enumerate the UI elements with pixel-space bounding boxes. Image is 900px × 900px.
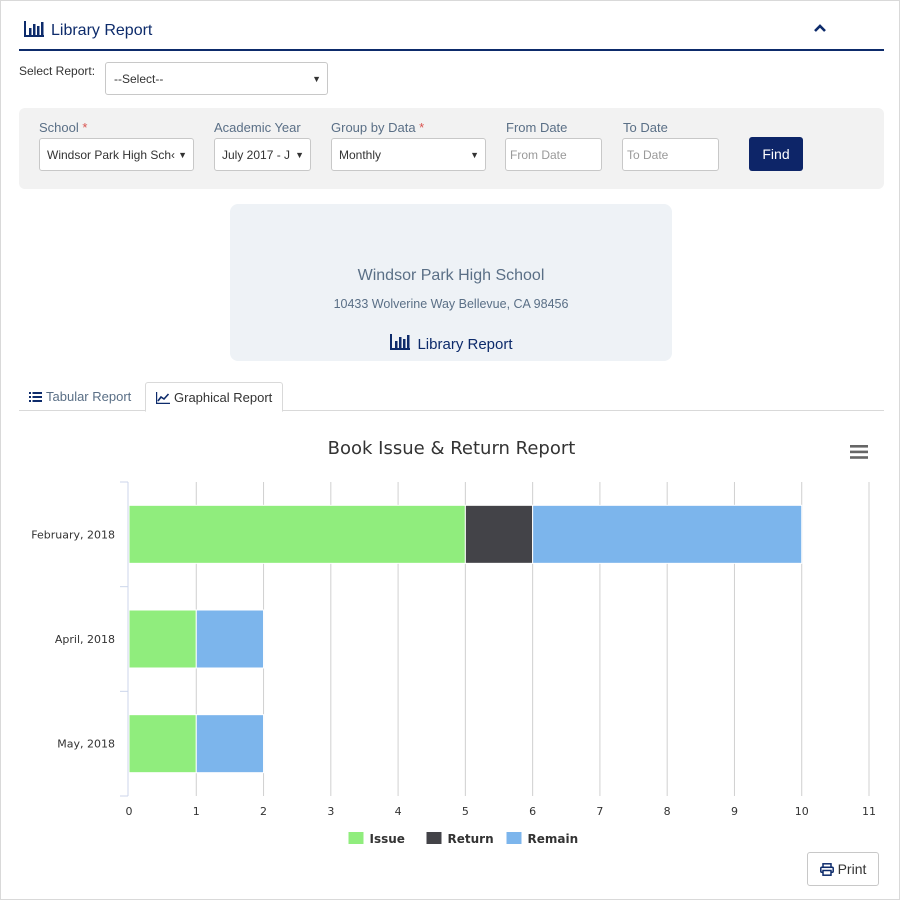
print-button[interactable]: Print xyxy=(807,852,879,886)
caret-down-icon: ▼ xyxy=(176,150,187,160)
filter-panel: School * Windsor Park High Sch‹ ▼ Academ… xyxy=(19,108,884,189)
select-report-value: --Select-- xyxy=(114,72,164,86)
legend-label: Remain xyxy=(528,832,579,846)
report-heading-label: Library Report xyxy=(417,336,513,353)
caret-down-icon: ▼ xyxy=(293,150,304,160)
x-tick-label: 1 xyxy=(193,805,200,818)
legend-swatch xyxy=(348,832,364,844)
x-tick-label: 10 xyxy=(795,805,809,818)
tab-tabular-report[interactable]: Tabular Report xyxy=(19,382,141,411)
academic-year-label: Academic Year xyxy=(214,120,301,135)
x-tick-label: 9 xyxy=(731,805,738,818)
x-tick-label: 8 xyxy=(664,805,671,818)
bar-chart-icon xyxy=(24,21,44,37)
school-address: 10433 Wolverine Way Bellevue, CA 98456 xyxy=(333,297,569,311)
legend-label: Issue xyxy=(370,832,405,846)
bar-chart: February, 2018 April, 2018 May, 2018 0 1 2 3 4 5… xyxy=(31,481,876,846)
x-tick-label: 0 xyxy=(126,805,133,818)
bar-issue xyxy=(128,609,197,669)
page-header: Library Report xyxy=(19,15,884,51)
academic-year-value: July 2017 - J xyxy=(222,148,291,162)
bar-remain xyxy=(195,714,265,774)
bar-issue xyxy=(128,504,466,564)
x-tick-label: 2 xyxy=(260,805,267,818)
tab-label: Graphical Report xyxy=(174,390,273,405)
to-date-label: To Date xyxy=(623,120,668,135)
x-tick-label: 6 xyxy=(529,805,536,818)
bar-return xyxy=(464,504,534,564)
school-select-value: Windsor Park High Sch‹ xyxy=(47,148,176,162)
category-label: February, 2018 xyxy=(31,528,115,541)
legend-swatch xyxy=(426,832,442,844)
from-date-input[interactable]: From Date xyxy=(505,138,602,171)
print-label: Print xyxy=(837,861,867,877)
to-date-input[interactable]: To Date xyxy=(622,138,719,171)
from-date-label: From Date xyxy=(506,120,568,135)
tab-graphical-report[interactable]: Graphical Report xyxy=(145,382,284,412)
chart-title: Book Issue & Return Report xyxy=(327,438,576,459)
category-label: April, 2018 xyxy=(55,633,115,646)
to-date-placeholder: To Date xyxy=(627,148,669,162)
caret-down-icon: ▼ xyxy=(312,74,321,84)
academic-year-select[interactable]: July 2017 - J ▼ xyxy=(214,138,311,171)
chevron-up-icon[interactable] xyxy=(812,20,828,36)
hamburger-menu-icon[interactable] xyxy=(850,445,868,459)
caret-down-icon: ▼ xyxy=(470,150,479,160)
bar-remain xyxy=(195,609,265,669)
report-tabs: Tabular Report Graphical Report xyxy=(19,382,884,412)
group-by-value: Monthly xyxy=(339,148,382,162)
from-date-placeholder: From Date xyxy=(510,148,567,162)
category-label: May, 2018 xyxy=(57,738,115,751)
x-tick-label: 5 xyxy=(462,805,469,818)
report-heading: Library Report xyxy=(230,333,672,353)
school-info-card: Windsor Park High School 10433 Wolverine… xyxy=(230,204,672,361)
bar-issue xyxy=(128,714,197,774)
x-tick-label: 4 xyxy=(395,805,402,818)
find-button[interactable]: Find xyxy=(749,137,803,171)
select-report-dropdown[interactable]: --Select-- ▼ xyxy=(105,62,328,95)
legend-label: Return xyxy=(448,832,494,846)
x-tick-label: 7 xyxy=(596,805,603,818)
tab-label: Tabular Report xyxy=(46,389,132,404)
school-label: School * xyxy=(39,120,88,135)
legend-swatch xyxy=(506,832,522,844)
bar-chart-icon xyxy=(390,334,411,350)
select-report-label: Select Report: xyxy=(19,64,96,78)
school-name: Windsor Park High School xyxy=(357,267,545,284)
printer-icon xyxy=(819,863,834,876)
chart-container: Book Issue & Return Report February, 201… xyxy=(19,421,884,861)
line-chart-icon xyxy=(155,392,170,405)
group-by-label: Group by Data * xyxy=(331,120,425,135)
group-by-select[interactable]: Monthly ▼ xyxy=(331,138,486,171)
school-select[interactable]: Windsor Park High Sch‹ ▼ xyxy=(39,138,194,171)
bar-remain xyxy=(532,504,803,564)
list-icon xyxy=(29,392,42,402)
x-tick-label: 3 xyxy=(327,805,334,818)
page-title: Library Report xyxy=(51,22,153,39)
x-tick-label: 11 xyxy=(862,805,876,818)
